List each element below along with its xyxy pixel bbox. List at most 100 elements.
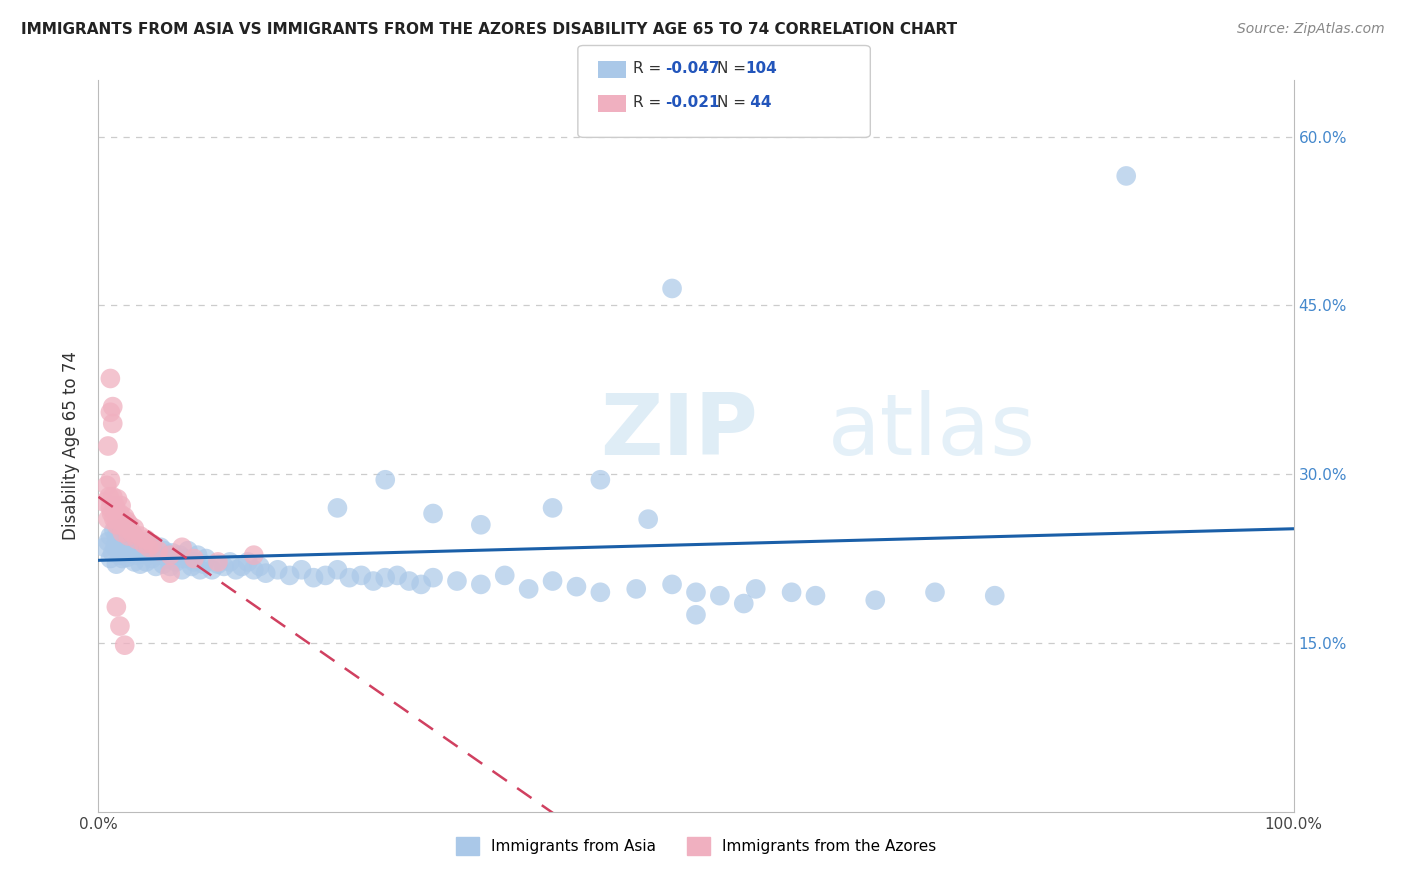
Point bbox=[108, 548, 131, 562]
Point bbox=[114, 543, 136, 558]
Point bbox=[291, 563, 314, 577]
Point bbox=[374, 571, 396, 585]
Point bbox=[104, 499, 127, 513]
Point bbox=[124, 555, 146, 569]
Legend: Immigrants from Asia, Immigrants from the Azores: Immigrants from Asia, Immigrants from th… bbox=[456, 837, 936, 855]
Point bbox=[302, 571, 325, 585]
Point bbox=[111, 537, 134, 551]
Point bbox=[138, 548, 160, 562]
Point bbox=[188, 563, 211, 577]
Point bbox=[135, 534, 157, 549]
Point bbox=[118, 517, 141, 532]
Point bbox=[236, 555, 259, 569]
Point bbox=[115, 515, 138, 529]
Point bbox=[129, 543, 152, 558]
Point bbox=[780, 585, 803, 599]
Point bbox=[108, 619, 131, 633]
Point bbox=[125, 548, 148, 562]
Point bbox=[267, 563, 290, 577]
Point bbox=[183, 551, 205, 566]
Point bbox=[104, 541, 127, 555]
Text: atlas: atlas bbox=[827, 390, 1035, 473]
Point bbox=[124, 529, 146, 543]
Point bbox=[685, 585, 707, 599]
Point bbox=[243, 548, 266, 562]
Point bbox=[398, 574, 420, 588]
Point bbox=[129, 529, 152, 543]
Text: R =: R = bbox=[633, 95, 661, 110]
Point bbox=[148, 548, 170, 562]
Point bbox=[105, 557, 128, 571]
Point bbox=[159, 559, 181, 574]
Point bbox=[141, 537, 163, 551]
Point bbox=[159, 566, 181, 581]
Point bbox=[243, 563, 266, 577]
Point bbox=[101, 417, 124, 431]
Point bbox=[661, 577, 683, 591]
Point bbox=[315, 568, 337, 582]
Point bbox=[804, 589, 827, 603]
Text: 104: 104 bbox=[745, 62, 778, 76]
Point bbox=[111, 515, 134, 529]
Point bbox=[93, 541, 115, 555]
Point bbox=[107, 517, 129, 532]
Point bbox=[446, 574, 468, 588]
Point bbox=[138, 541, 160, 555]
Point bbox=[149, 541, 172, 555]
Text: Source: ZipAtlas.com: Source: ZipAtlas.com bbox=[1237, 22, 1385, 37]
Point bbox=[709, 589, 731, 603]
Point bbox=[249, 559, 271, 574]
Point bbox=[172, 541, 194, 555]
Point bbox=[98, 500, 122, 515]
Point bbox=[339, 571, 361, 585]
Point bbox=[100, 507, 122, 521]
Point bbox=[193, 557, 215, 571]
Point bbox=[103, 524, 125, 538]
Point bbox=[326, 500, 349, 515]
Point bbox=[153, 543, 176, 558]
Point bbox=[517, 582, 540, 596]
Point bbox=[411, 577, 433, 591]
Point bbox=[148, 543, 170, 558]
Point bbox=[97, 512, 120, 526]
Point bbox=[385, 568, 409, 582]
Point bbox=[129, 557, 152, 571]
Point bbox=[363, 574, 385, 588]
Y-axis label: Disability Age 65 to 74: Disability Age 65 to 74 bbox=[62, 351, 80, 541]
Point bbox=[924, 585, 946, 599]
Point bbox=[470, 577, 492, 591]
Point bbox=[350, 568, 373, 582]
Point bbox=[142, 543, 165, 558]
Point bbox=[117, 541, 139, 555]
Point bbox=[207, 557, 229, 571]
Point bbox=[115, 521, 138, 535]
Point bbox=[984, 589, 1007, 603]
Point bbox=[98, 405, 122, 419]
Point bbox=[101, 490, 124, 504]
Point bbox=[661, 281, 683, 295]
Point bbox=[589, 585, 612, 599]
Text: R =: R = bbox=[633, 62, 661, 76]
Point bbox=[139, 537, 162, 551]
Text: IMMIGRANTS FROM ASIA VS IMMIGRANTS FROM THE AZORES DISABILITY AGE 65 TO 74 CORRE: IMMIGRANTS FROM ASIA VS IMMIGRANTS FROM … bbox=[21, 22, 957, 37]
Point bbox=[105, 599, 128, 614]
Point bbox=[101, 400, 124, 414]
Point bbox=[132, 541, 155, 555]
Point bbox=[865, 593, 887, 607]
Point bbox=[108, 533, 131, 547]
Point bbox=[101, 546, 124, 560]
Point bbox=[159, 548, 181, 562]
Point bbox=[135, 533, 157, 547]
Point bbox=[180, 559, 202, 574]
Point bbox=[422, 571, 444, 585]
Point bbox=[541, 574, 564, 588]
Point bbox=[115, 534, 138, 549]
Point bbox=[121, 537, 143, 551]
Point bbox=[97, 439, 120, 453]
Point bbox=[177, 543, 200, 558]
Point bbox=[201, 563, 224, 577]
Text: ZIP: ZIP bbox=[600, 390, 758, 473]
Point bbox=[114, 509, 136, 524]
Point bbox=[169, 548, 191, 562]
Point bbox=[165, 555, 187, 569]
